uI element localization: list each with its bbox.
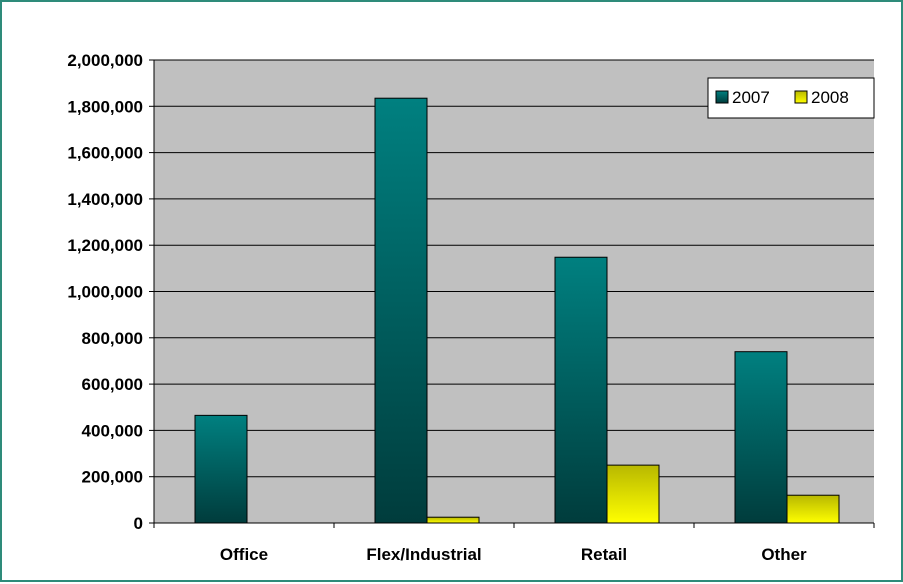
x-tick-label: Flex/Industrial bbox=[366, 545, 481, 564]
bar-2007-flex-industrial bbox=[374, 97, 428, 524]
bar-2008-other bbox=[786, 494, 840, 524]
y-tick-label: 1,000,000 bbox=[67, 283, 143, 302]
y-tick-label: 1,400,000 bbox=[67, 190, 143, 209]
legend-swatch-2008 bbox=[794, 90, 808, 104]
y-tick-label: 0 bbox=[134, 514, 143, 533]
y-tick-label: 200,000 bbox=[82, 468, 143, 487]
bar-2007-other bbox=[734, 351, 788, 524]
legend-swatch-2007 bbox=[715, 90, 729, 104]
x-tick-label: Other bbox=[761, 545, 807, 564]
x-tick-label: Retail bbox=[581, 545, 627, 564]
y-tick-label: 1,600,000 bbox=[67, 144, 143, 163]
bar-2007-office bbox=[194, 414, 248, 524]
y-tick-label: 600,000 bbox=[82, 375, 143, 394]
legend-box bbox=[707, 77, 875, 119]
legend-label-2007: 2007 bbox=[732, 88, 770, 107]
legend-label-2008: 2008 bbox=[811, 88, 849, 107]
y-tick-label: 1,800,000 bbox=[67, 97, 143, 116]
bar-2008-flex-industrial bbox=[426, 516, 480, 524]
y-tick-label: 400,000 bbox=[82, 421, 143, 440]
y-tick-label: 1,200,000 bbox=[67, 236, 143, 255]
x-tick-label: Office bbox=[220, 545, 268, 564]
bar-2008-retail bbox=[606, 464, 660, 524]
bar-2007-retail bbox=[554, 256, 608, 524]
y-tick-label: 2,000,000 bbox=[67, 51, 143, 70]
y-tick-label: 800,000 bbox=[82, 329, 143, 348]
